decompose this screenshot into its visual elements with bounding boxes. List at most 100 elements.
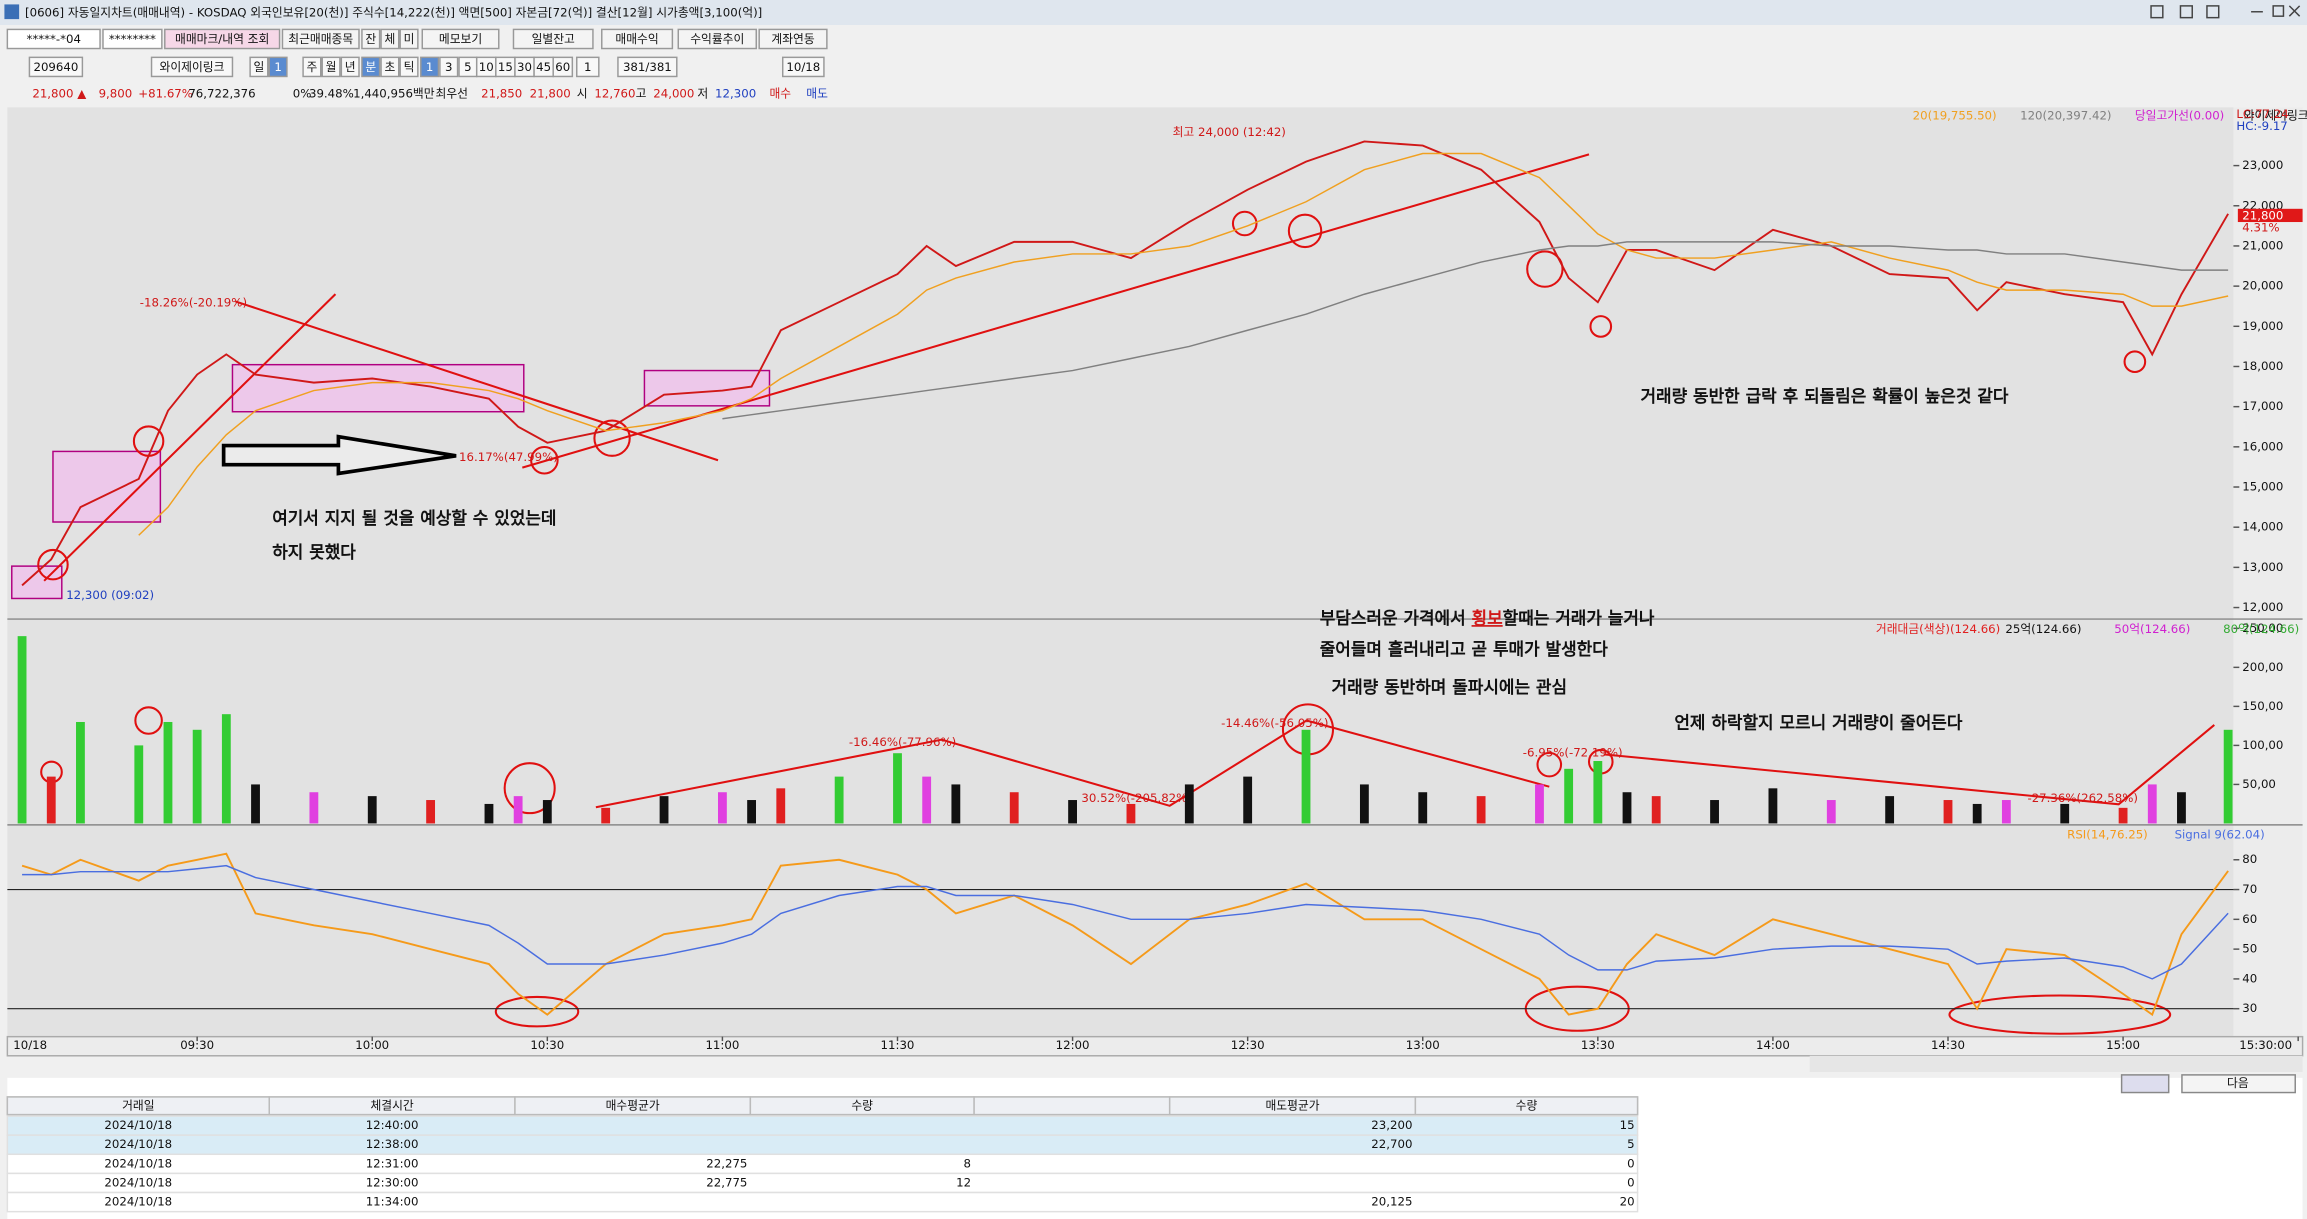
toolbar-label[interactable]: 와이제이링크	[160, 60, 225, 74]
toolbar-button[interactable]	[677, 28, 757, 50]
volume-bar	[426, 800, 436, 824]
window-controls[interactable]	[2150, 5, 2301, 19]
quote-value: 고	[636, 87, 647, 101]
series-line	[21, 140, 2229, 587]
table-row[interactable]	[6, 1172, 1639, 1194]
volume-bar	[134, 745, 144, 824]
toolbar-label[interactable]: 틱	[404, 60, 415, 74]
volume-bar	[76, 721, 85, 824]
toolbar-button[interactable]	[380, 56, 400, 78]
toolbar-button[interactable]	[399, 56, 419, 78]
toolbar-label[interactable]: 30	[517, 60, 532, 74]
quote-value[interactable]: 매도	[806, 87, 828, 101]
table-row[interactable]	[6, 1191, 1639, 1213]
toggle-button[interactable]	[2120, 1074, 2170, 1094]
toolbar-button[interactable]	[380, 28, 400, 50]
toolbar-label[interactable]: 주	[307, 60, 318, 74]
toolbar-button[interactable]	[601, 28, 674, 50]
series-line	[21, 852, 2229, 1017]
toolbar-button[interactable]	[421, 28, 500, 50]
x-tick-label: 11:00	[705, 1038, 739, 1052]
annotation: 여기서 지지 될 것을 예상할 수 있었는데	[272, 508, 556, 528]
annotation: -14.46%(-56.05%)	[1221, 716, 1328, 730]
toolbar-label[interactable]: 잔	[365, 32, 376, 46]
toolbar-label[interactable]: 최근매매종목	[288, 32, 353, 46]
toolbar-button[interactable]	[758, 28, 828, 50]
table-row[interactable]	[6, 1153, 1639, 1175]
toolbar-label[interactable]: 계좌연동	[771, 32, 814, 46]
volume-bar	[251, 784, 260, 824]
title-bar	[0, 0, 2307, 25]
toolbar-label[interactable]: 1	[274, 60, 281, 74]
toolbar-button[interactable]	[340, 56, 360, 78]
y-tick-label: 23,000	[2242, 158, 2283, 172]
toolbar-label[interactable]: 3	[445, 60, 452, 74]
series-line	[138, 152, 2229, 536]
next-button-label[interactable]: 다음	[2227, 1076, 2249, 1090]
toolbar-button[interactable]	[361, 28, 381, 50]
toolbar-button[interactable]	[512, 28, 594, 50]
annotation: 하지 못했다	[272, 542, 356, 562]
table-cell: 12:38:00	[366, 1137, 419, 1151]
x-tick-label: 14:30	[1931, 1038, 1965, 1052]
toolbar-label[interactable]: 1	[426, 60, 433, 74]
scroll-bar[interactable]	[1809, 1055, 2303, 1072]
toolbar-label[interactable]: *****-*04	[26, 32, 80, 46]
toolbar-button[interactable]	[302, 56, 322, 78]
toolbar-label[interactable]: 60	[555, 60, 570, 74]
toolbar-label[interactable]: 일별잔고	[532, 32, 575, 46]
quote-value: 1,440,956백만	[353, 87, 435, 101]
toolbar-label[interactable]: 209640	[33, 60, 78, 74]
quote-value: +81.67%	[138, 87, 193, 101]
toolbar-label[interactable]: 초	[384, 60, 395, 74]
toolbar-button[interactable]	[28, 56, 84, 78]
toolbar-button[interactable]	[321, 56, 341, 78]
next-button[interactable]	[2181, 1074, 2296, 1094]
toolbar-label[interactable]: 월	[326, 60, 337, 74]
toolbar-label[interactable]: 매매마크/내역 조회	[175, 32, 269, 46]
toolbar-button[interactable]	[249, 56, 269, 78]
toolbar-label[interactable]: ********	[109, 32, 156, 46]
toolbar-label[interactable]: 미	[404, 32, 415, 46]
series-line	[22, 864, 2229, 980]
toolbar-button[interactable]	[164, 28, 281, 50]
toolbar-button[interactable]	[552, 56, 574, 78]
y-tick-label: 21,000	[2242, 238, 2283, 252]
toolbar-label[interactable]: 메모보기	[439, 32, 482, 46]
volume-bar	[834, 776, 844, 824]
volume-bar	[1768, 788, 1778, 824]
legend-extra: 25억(124.66)	[2005, 622, 2081, 636]
table-cell: 0	[1627, 1156, 1634, 1170]
toolbar-button[interactable]	[439, 56, 459, 78]
toolbar-button[interactable]	[781, 56, 825, 78]
toolbar-button[interactable]	[102, 28, 163, 50]
toolbar-button[interactable]	[420, 56, 440, 78]
toolbar-label[interactable]: 10/18	[786, 60, 820, 74]
toolbar-button[interactable]	[617, 56, 678, 78]
toolbar-button[interactable]	[361, 56, 381, 78]
quote-value[interactable]: 매수	[769, 87, 791, 101]
toolbar-button[interactable]	[281, 28, 360, 50]
toolbar-button[interactable]	[576, 56, 600, 78]
legend-entry: Signal 9(62.04)	[2175, 828, 2265, 842]
toolbar-button[interactable]	[399, 28, 419, 50]
toolbar-button[interactable]	[150, 56, 234, 78]
toolbar-label[interactable]: 45	[536, 60, 551, 74]
toolbar-label[interactable]: 체	[384, 32, 395, 46]
toolbar-label[interactable]: 1	[584, 60, 591, 74]
axis-bg	[2233, 107, 2303, 1037]
legend-entry: 120(20,397.42)	[2020, 109, 2111, 123]
toolbar-label[interactable]: 15	[498, 60, 513, 74]
toolbar-label[interactable]: 수익률추이	[690, 32, 744, 46]
volume-bar	[1068, 800, 1077, 824]
toolbar-label[interactable]: 381/381	[623, 60, 672, 74]
toolbar-label[interactable]: 일	[254, 60, 265, 74]
quote-value: 76,722,376	[188, 87, 255, 101]
toolbar-label[interactable]: 10	[479, 60, 494, 74]
toolbar-label[interactable]: 5	[464, 60, 471, 74]
toolbar-button[interactable]	[6, 28, 101, 50]
toolbar-label[interactable]: 년	[345, 60, 356, 74]
toolbar-label[interactable]: 분	[365, 60, 376, 74]
toolbar-button[interactable]	[268, 56, 288, 78]
toolbar-label[interactable]: 매매수익	[615, 32, 658, 46]
